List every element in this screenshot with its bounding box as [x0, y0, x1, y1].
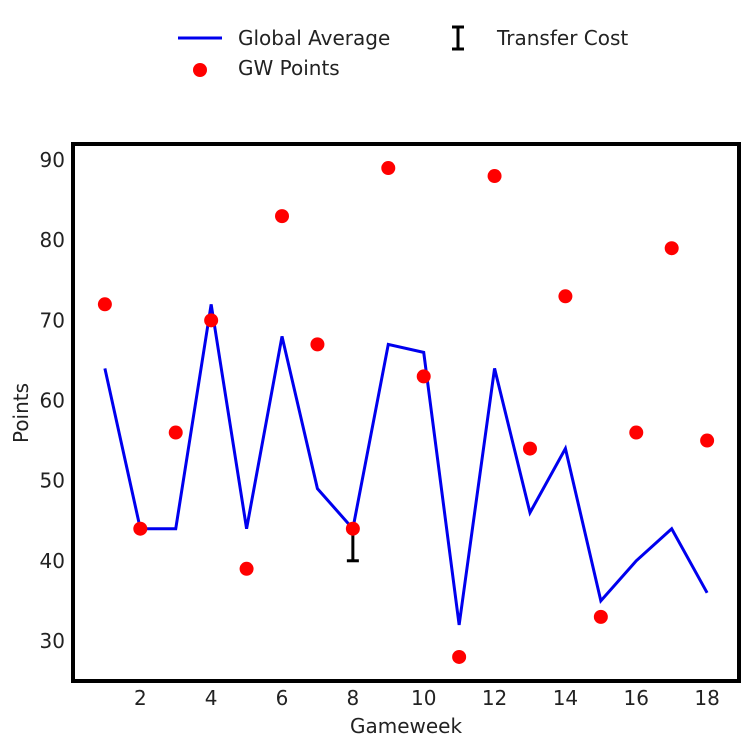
x-axis-ticks: 2 4 6 8 10 12 14 16 18: [134, 686, 720, 710]
x-tick-label: 6: [276, 686, 289, 710]
y-axis-title: Points: [9, 383, 33, 443]
x-tick-label: 12: [482, 686, 507, 710]
x-tick-label: 16: [624, 686, 649, 710]
x-axis-title: Gameweek: [350, 714, 463, 738]
plot-area: 2 4 6 8 10 12 14 16 18 30 40 50 60 70 80 90: [40, 142, 741, 710]
legend: Global Average GW Points Transfer Cost: [178, 25, 628, 80]
x-tick-label: 2: [134, 686, 147, 710]
gw-points-marker: [97, 297, 112, 312]
gw-points-marker: [275, 209, 290, 224]
legend-label-global-average: Global Average: [238, 26, 390, 50]
legend-point-swatch: [193, 63, 207, 77]
gw-points-marker: [168, 425, 183, 440]
y-tick-label: 60: [40, 388, 65, 412]
y-tick-label: 70: [40, 308, 65, 332]
x-tick-label: 8: [346, 686, 359, 710]
legend-errorbar-swatch: [452, 25, 464, 51]
y-tick-label: 80: [40, 228, 65, 252]
gw-points-marker: [629, 425, 644, 440]
legend-label-transfer-cost: Transfer Cost: [496, 26, 628, 50]
y-tick-label: 30: [40, 629, 65, 653]
gw-points-marker: [487, 169, 502, 184]
legend-label-gw-points: GW Points: [238, 56, 340, 80]
gw-points-marker: [700, 433, 715, 448]
series-layer: [97, 161, 715, 664]
gw-points-marker: [664, 241, 679, 256]
gw-points-marker: [133, 521, 148, 536]
y-axis-ticks: 30 40 50 60 70 80 90: [40, 148, 65, 653]
plot-frame: [71, 142, 741, 683]
gw-points-marker: [416, 369, 431, 384]
y-tick-label: 90: [40, 148, 65, 172]
x-tick-label: 4: [205, 686, 218, 710]
gw-points-marker: [452, 649, 467, 664]
gw-points-marker: [381, 161, 396, 176]
x-tick-label: 14: [553, 686, 578, 710]
x-tick-label: 10: [411, 686, 436, 710]
x-tick-label: 18: [694, 686, 719, 710]
y-tick-label: 40: [40, 549, 65, 573]
gw-points-marker: [522, 441, 537, 456]
gw-points-marker: [204, 313, 219, 328]
gw-points-marker: [558, 289, 573, 304]
gw-points-marker: [310, 337, 325, 352]
gw-points-marker: [239, 561, 254, 576]
gw-points-marker: [593, 609, 608, 624]
global-average-line: [103, 304, 709, 626]
gw-points-marker: [345, 521, 360, 536]
y-tick-label: 50: [40, 469, 65, 493]
